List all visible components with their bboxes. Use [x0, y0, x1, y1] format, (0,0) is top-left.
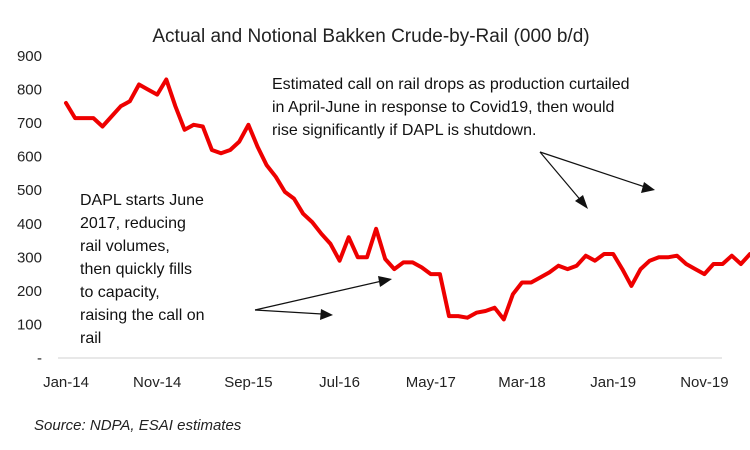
annotation-dapl-line: raising the call on: [80, 307, 205, 324]
x-tick-label: May-17: [406, 374, 456, 391]
annotation-dapl-line: rail volumes,: [80, 238, 170, 255]
arrow-to-drop: [539, 151, 584, 204]
series-line-actual: [64, 77, 750, 322]
x-tick-label: Jan-19: [590, 374, 636, 391]
y-tick-label: 200: [17, 283, 42, 300]
series-layer: [64, 77, 750, 322]
y-tick-label: 700: [17, 115, 42, 132]
y-tick-label: -: [37, 350, 42, 367]
arrow-head-drop: [575, 195, 588, 209]
y-tick-label: 900: [17, 48, 42, 65]
annotation-dapl-line: to capacity,: [80, 284, 160, 301]
arrow-head-rise: [641, 182, 655, 193]
annotation-covid: Estimated call on rail drops as producti…: [272, 76, 634, 139]
x-axis-ticks: Jan-14 Nov-14 Sep-15 Jul-16 May-17 Mar-18 Jan-…: [43, 374, 729, 391]
annotation-arrows: [254, 151, 655, 320]
source-note: Source: NDPA, ESAI estimates: [34, 417, 242, 434]
x-tick-label: Mar-18: [498, 374, 546, 391]
y-tick-label: 600: [17, 149, 42, 166]
annotation-covid-line: rise significantly if DAPL is shutdown.: [272, 122, 536, 139]
annotation-dapl-line: then quickly fills: [80, 261, 192, 278]
y-axis-ticks: - 100 200 300 400 500 600 700 800 900: [17, 48, 42, 367]
x-tick-label: Jul-16: [319, 374, 360, 391]
annotation-dapl-line: 2017, reducing: [80, 215, 186, 232]
y-tick-label: 800: [17, 82, 42, 99]
arrow-to-trough: [254, 309, 323, 315]
annotation-dapl-line: DAPL starts June: [80, 192, 204, 209]
arrow-to-rise: [539, 151, 646, 188]
arrow-head-trough: [320, 309, 333, 320]
x-tick-label: Jan-14: [43, 374, 89, 391]
x-tick-label: Nov-19: [680, 374, 728, 391]
y-tick-label: 500: [17, 182, 42, 199]
annotation-covid-line: in April-June in response to Covid19, th…: [272, 99, 614, 116]
chart-title: Actual and Notional Bakken Crude-by-Rail…: [152, 26, 589, 47]
annotation-dapl-line: rail: [80, 330, 101, 347]
y-tick-label: 100: [17, 316, 42, 333]
y-tick-label: 300: [17, 249, 42, 266]
arrow-to-recovery: [254, 280, 383, 311]
arrow-head-recovery: [378, 276, 392, 287]
y-tick-label: 400: [17, 216, 42, 233]
annotation-dapl: DAPL starts June 2017, reducing rail vol…: [80, 192, 209, 347]
annotation-covid-line: Estimated call on rail drops as producti…: [272, 76, 630, 93]
x-tick-label: Nov-14: [133, 374, 181, 391]
x-tick-label: Sep-15: [224, 374, 272, 391]
